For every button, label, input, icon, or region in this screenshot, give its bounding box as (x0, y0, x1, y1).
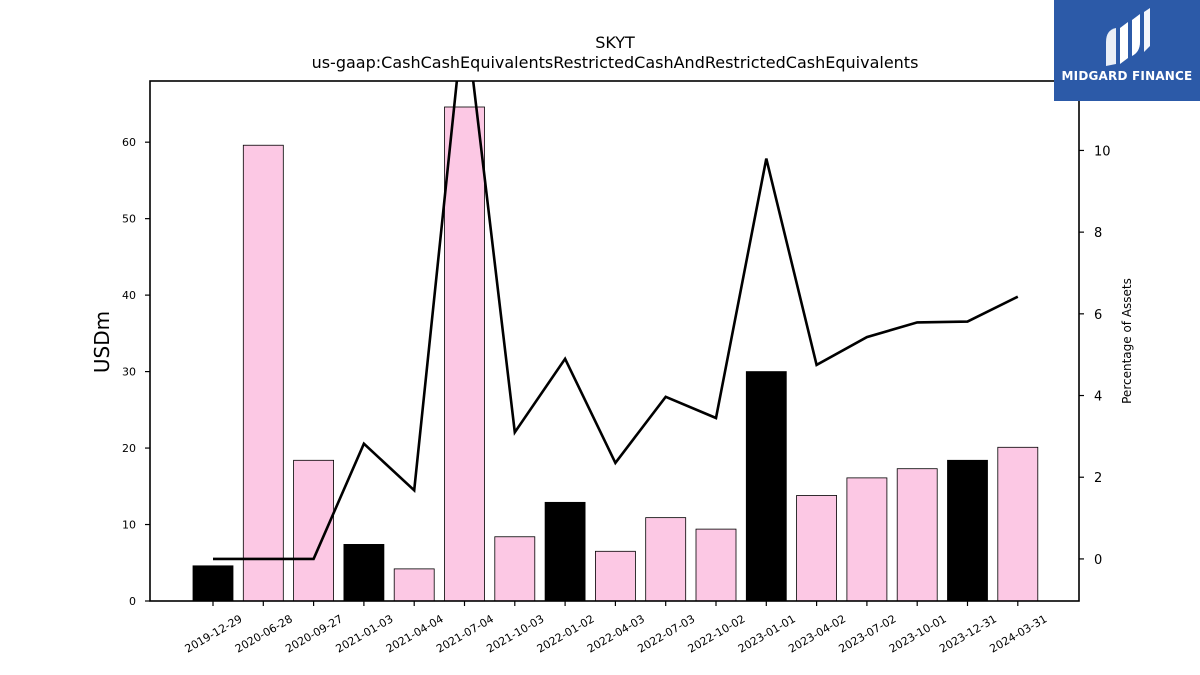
y-tick-label: 50 (122, 213, 136, 226)
y-tick-label: 10 (122, 519, 136, 532)
bar (846, 477, 888, 602)
y2-axis-label: Percentage of Assets (1120, 278, 1134, 404)
bar (947, 459, 988, 602)
logo-mark-icon (1106, 8, 1150, 66)
percentage-line (213, 81, 1019, 561)
y-tick-label: 0 (129, 595, 136, 608)
y-tick-label: 60 (122, 136, 136, 149)
y2-tick-label: 2 (1094, 471, 1102, 486)
bar (343, 544, 385, 602)
y2-tick-label: 6 (1094, 308, 1102, 323)
bar (242, 144, 284, 602)
bar (796, 495, 837, 602)
bar (393, 568, 435, 602)
line-series (213, 81, 1019, 561)
right-axis-ticks: 0 2 4 6 8 10 (1079, 144, 1111, 568)
bar (745, 371, 787, 602)
left-axis-ticks: 0 10 20 30 40 50 60 (122, 136, 150, 608)
bar-series (192, 106, 1039, 602)
bar (192, 565, 234, 602)
logo-text: MIDGARD FINANCE (1061, 69, 1193, 83)
y2-tick-label: 0 (1094, 553, 1102, 568)
y2-tick-label: 8 (1094, 226, 1102, 241)
y-tick-label: 30 (122, 366, 136, 379)
y-tick-label: 40 (122, 289, 136, 302)
bar (444, 106, 485, 602)
bar (695, 528, 737, 602)
bar (494, 536, 536, 602)
bar (896, 468, 938, 602)
x-tick-label: 2024-03-31 (987, 612, 1049, 655)
chart-subtitle: us-gaap:CashCashEquivalentsRestrictedCas… (312, 53, 919, 72)
chart-title: SKYT (595, 33, 635, 52)
bar (544, 501, 586, 602)
y-tick-label: 20 (122, 442, 136, 455)
y2-tick-label: 4 (1094, 390, 1102, 405)
midgard-finance-logo: MIDGARD FINANCE (1054, 0, 1200, 101)
bar (997, 446, 1039, 602)
bar (645, 517, 687, 602)
bar (293, 459, 335, 602)
y-axis-label: USDm (90, 311, 114, 373)
bar (595, 550, 636, 602)
x-axis-ticks: 2019-12-292020-06-282020-09-272021-01-03… (183, 601, 1049, 656)
y2-tick-label: 10 (1094, 144, 1111, 159)
plot-frame (149, 80, 1080, 602)
